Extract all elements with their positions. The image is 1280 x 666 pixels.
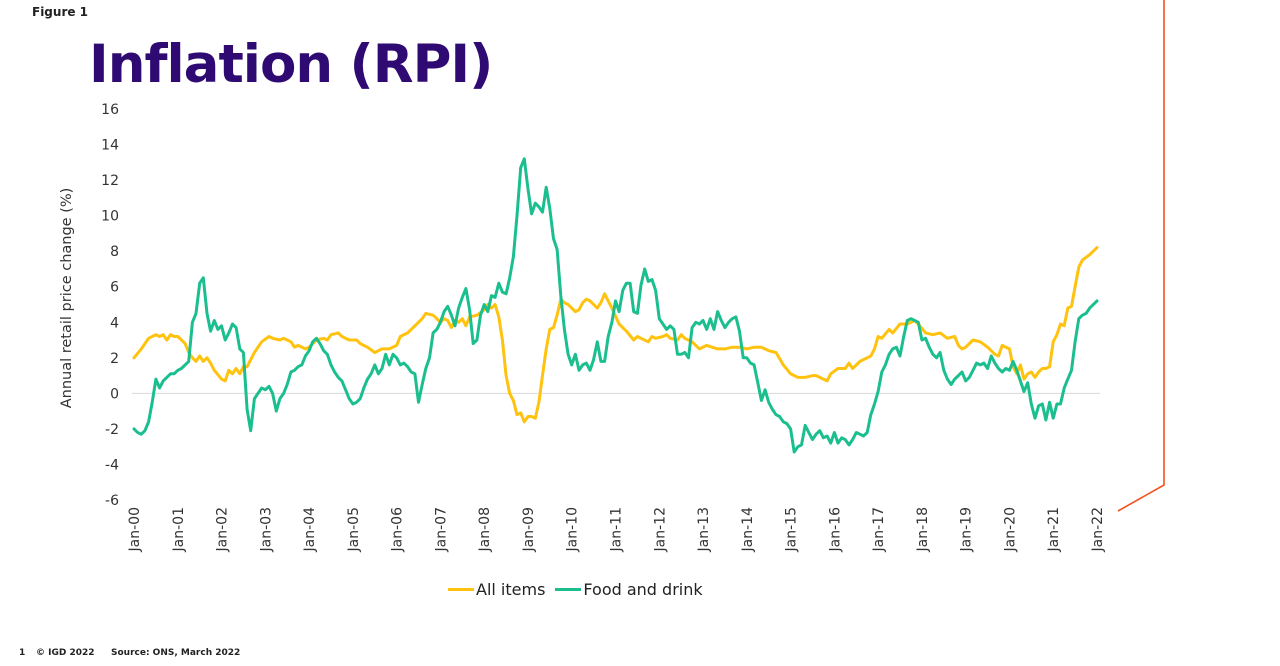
series-line-all-items bbox=[132, 246, 1099, 424]
legend-swatch-all-items bbox=[448, 588, 474, 591]
x-tick-label: Jan-03 bbox=[258, 507, 274, 552]
x-tick-label: Jan-12 bbox=[652, 507, 668, 552]
x-tick-label: Jan-02 bbox=[215, 507, 231, 552]
chart-title: Inflation (RPI) bbox=[89, 34, 493, 95]
y-tick-label: -4 bbox=[105, 457, 119, 473]
x-tick-label: Jan-14 bbox=[740, 507, 756, 553]
legend-swatch-food-and-drink bbox=[555, 588, 582, 591]
legend-item-all-items: All items bbox=[448, 580, 545, 599]
x-tick-label: Jan-10 bbox=[565, 507, 581, 552]
legend-label-food-and-drink: Food and drink bbox=[583, 580, 703, 599]
accent-decoration-line bbox=[1117, 0, 1165, 512]
x-tick-label: Jan-22 bbox=[1090, 507, 1106, 552]
y-tick-label: 14 bbox=[101, 138, 119, 154]
x-tick-label: Jan-07 bbox=[433, 507, 449, 552]
x-tick-label: Jan-17 bbox=[871, 507, 887, 552]
x-tick-label: Jan-18 bbox=[915, 507, 931, 552]
y-tick-label: 6 bbox=[110, 280, 119, 296]
x-tick-label: Jan-09 bbox=[521, 507, 537, 552]
x-tick-label: Jan-13 bbox=[696, 507, 712, 552]
y-tick-label: 4 bbox=[110, 315, 119, 331]
x-tick-label: Jan-01 bbox=[171, 507, 187, 552]
series-layer bbox=[132, 157, 1099, 454]
footer-page-number: 1 bbox=[19, 648, 26, 658]
footer-copyright: © IGD 2022 bbox=[36, 648, 95, 658]
y-tick-label: 0 bbox=[110, 386, 119, 402]
figure-label: Figure 1 bbox=[32, 5, 89, 19]
x-tick-label: Jan-15 bbox=[784, 507, 800, 552]
y-tick-label: -2 bbox=[105, 422, 119, 438]
x-tick-label: Jan-16 bbox=[827, 507, 843, 553]
legend-label-all-items: All items bbox=[476, 580, 546, 599]
x-tick-label: Jan-20 bbox=[1002, 507, 1018, 552]
x-tick-label: Jan-06 bbox=[390, 507, 406, 553]
y-tick-label: 12 bbox=[101, 173, 119, 189]
y-tick-label: 10 bbox=[101, 209, 119, 225]
y-tick-label: 2 bbox=[110, 351, 119, 367]
x-tick-label: Jan-08 bbox=[477, 507, 493, 552]
x-tick-label: Jan-11 bbox=[609, 507, 625, 552]
y-tick-label: 8 bbox=[110, 244, 119, 260]
x-tick-label: Jan-19 bbox=[959, 507, 975, 552]
y-axis-ticks: 16 14 12 10 8 6 4 2 0 -2 -4 -6 bbox=[101, 102, 119, 509]
y-tick-label: -6 bbox=[105, 493, 119, 509]
x-tick-label: Jan-21 bbox=[1046, 507, 1062, 552]
footer-source: Source: ONS, March 2022 bbox=[111, 648, 241, 658]
y-axis-title: Annual retail price change (%) bbox=[59, 188, 75, 409]
y-tick-label: 16 bbox=[101, 102, 119, 118]
legend: All items Food and drink bbox=[448, 580, 713, 599]
x-tick-label: Jan-00 bbox=[127, 507, 143, 552]
x-tick-label: Jan-05 bbox=[346, 507, 362, 552]
legend-item-food-and-drink: Food and drink bbox=[555, 580, 703, 599]
x-tick-label: Jan-04 bbox=[302, 507, 318, 553]
series-line-food-and-drink bbox=[132, 157, 1099, 454]
x-axis-ticks: Jan-00 Jan-01 Jan-02 Jan-03 Jan-04 Jan-05 Jan-… bbox=[127, 507, 1106, 553]
